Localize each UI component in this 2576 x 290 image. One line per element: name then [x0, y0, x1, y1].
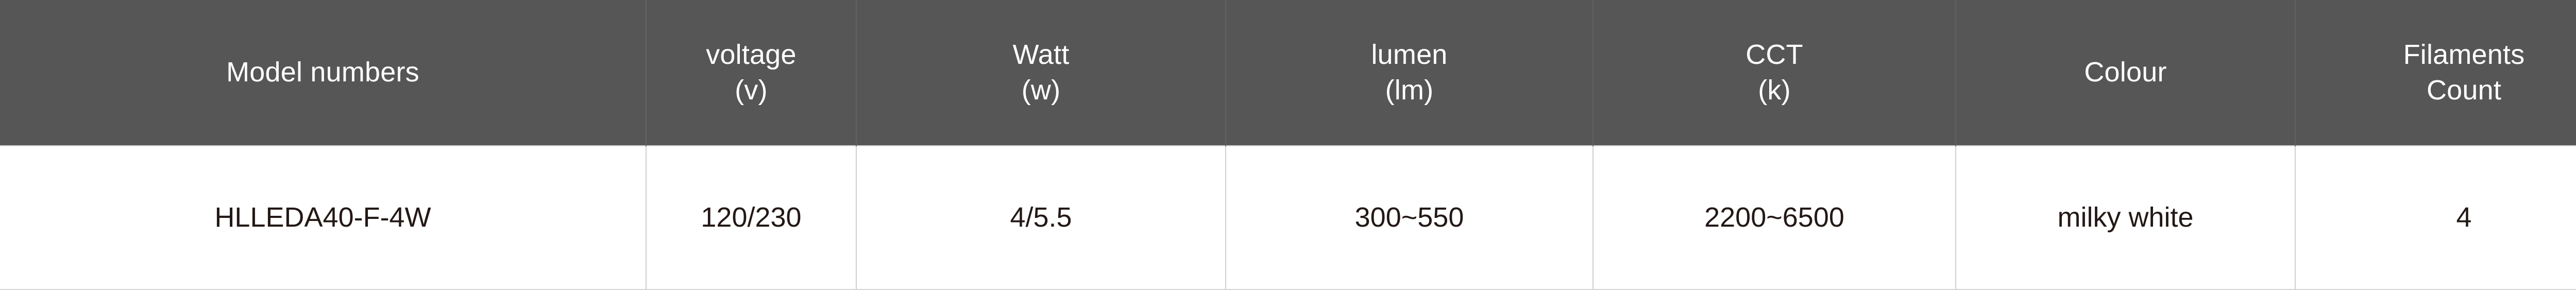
column-header-cct: CCT (k): [1593, 0, 1956, 146]
cell-cct: 2200~6500: [1593, 145, 1956, 290]
column-header-line2: (lm): [1385, 75, 1434, 106]
cell-voltage: 120/230: [646, 145, 857, 290]
table-body: HLLEDA40-F-4W 120/230 4/5.5 300~550 2200…: [0, 145, 2576, 290]
column-header-filaments-count: Filaments Count: [2295, 0, 2576, 146]
cell-watt: 4/5.5: [856, 145, 1226, 290]
table-header-row: Model numbers voltage (v) Watt (w) lumen…: [0, 0, 2576, 146]
column-header-line1: voltage: [706, 39, 796, 70]
column-header-colour: Colour: [1956, 0, 2296, 146]
column-header-line1: Colour: [2084, 57, 2167, 88]
column-header-watt: Watt (w): [856, 0, 1226, 146]
column-header-line2: Count: [2426, 75, 2502, 106]
column-header-line1: Model numbers: [226, 57, 419, 88]
table-header: Model numbers voltage (v) Watt (w) lumen…: [0, 0, 2576, 146]
cell-filaments-count: 4: [2295, 145, 2576, 290]
column-header-line2: (w): [1021, 75, 1061, 106]
table-row: HLLEDA40-F-4W 120/230 4/5.5 300~550 2200…: [0, 145, 2576, 290]
column-header-line1: Filaments: [2403, 39, 2525, 70]
column-header-voltage: voltage (v): [646, 0, 857, 146]
column-header-line2: (k): [1758, 75, 1791, 106]
cell-colour: milky white: [1956, 145, 2296, 290]
cell-model-numbers: HLLEDA40-F-4W: [0, 145, 647, 290]
column-header-line1: CCT: [1745, 39, 1803, 70]
cell-lumen: 300~550: [1226, 145, 1594, 290]
column-header-line2: (v): [735, 75, 768, 106]
column-header-lumen: lumen (lm): [1226, 0, 1594, 146]
column-header-model-numbers: Model numbers: [0, 0, 647, 146]
column-header-line1: lumen: [1371, 39, 1448, 70]
column-header-line1: Watt: [1012, 39, 1070, 70]
